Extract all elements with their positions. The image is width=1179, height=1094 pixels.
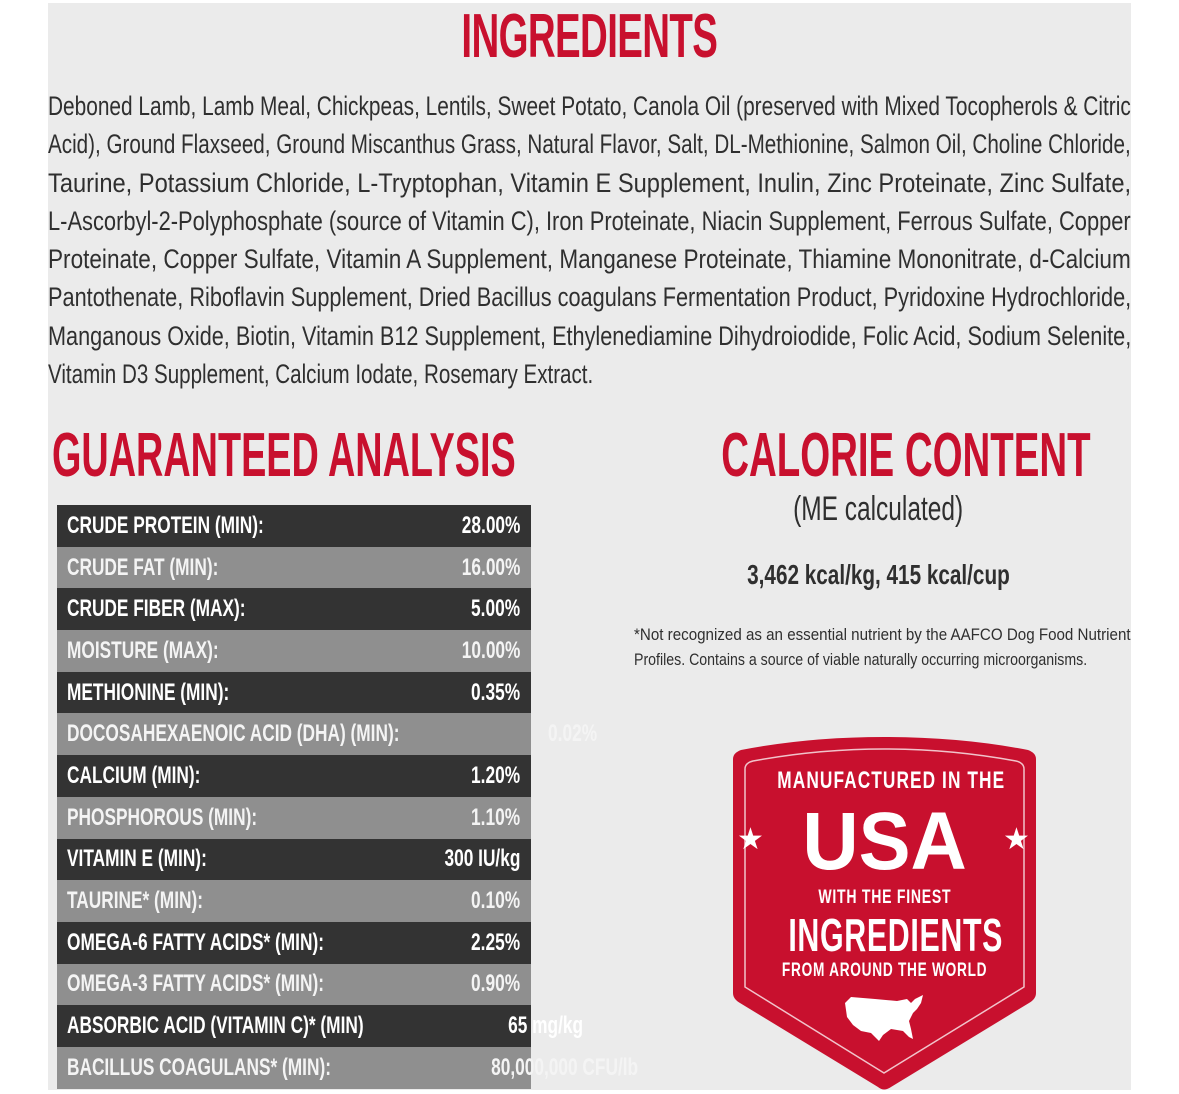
row-label: PHOSPHOROUS (MIN): xyxy=(67,803,258,831)
row-value: 16.00% xyxy=(461,553,520,581)
table-row: ABSORBIC ACID (VITAMIN C)* (MIN) 65 mg/kg xyxy=(57,1005,583,1047)
row-value: 80,000,000 CFU/lb xyxy=(490,1053,638,1081)
table-row: OMEGA-3 FATTY ACIDS* (MIN): 0.90% xyxy=(57,963,531,1006)
table-row: PHOSPHOROUS (MIN): 1.10% xyxy=(57,796,531,839)
calorie-content-title-text: CALORIE CONTENT xyxy=(721,421,1091,490)
table-row: CRUDE FIBER (MAX): 5.00% xyxy=(57,588,531,631)
row-label: ABSORBIC ACID (VITAMIN C)* (MIN) xyxy=(67,1012,364,1040)
ingredients-line-text: Deboned Lamb, Lamb Meal, Chickpeas, Lent… xyxy=(48,91,1131,121)
calorie-content-value-text: 3,462 kcal/kg, 415 kcal/cup xyxy=(746,559,1010,590)
row-value: 300 IU/kg xyxy=(444,845,520,873)
badge-line3-text: WITH THE FINEST xyxy=(818,887,951,908)
badge-line-world: FROM AROUND THE WORLD xyxy=(733,959,1036,983)
ingredients-line: Deboned Lamb, Lamb Meal, Chickpeas, Lent… xyxy=(48,87,1131,125)
badge-shield-icon xyxy=(733,737,1036,1090)
row-label: CRUDE PROTEIN (MIN): xyxy=(67,511,264,539)
badge-line4-text: INGREDIENTS xyxy=(788,909,1004,961)
row-label: BACILLUS COAGULANS* (MIN): xyxy=(67,1053,331,1081)
table-row: OMEGA-6 FATTY ACIDS* (MIN): 2.25% xyxy=(57,921,531,964)
row-value: 1.10% xyxy=(470,803,520,831)
ingredients-line: L-Ascorbyl-2-Polyphosphate (source of Vi… xyxy=(48,202,1131,240)
calorie-content-value: 3,462 kcal/kg, 415 kcal/cup xyxy=(608,557,1148,593)
table-row: MOISTURE (MAX): 10.00% xyxy=(57,630,531,672)
row-value: 1.20% xyxy=(470,761,520,789)
row-value: 10.00% xyxy=(461,636,520,664)
table-row: BACILLUS COAGULANS* (MIN): 80,000,000 CFU… xyxy=(57,1046,638,1089)
row-value: 28.00% xyxy=(461,511,520,539)
ingredients-line-text: Pantothenate, Riboflavin Supplement, Dri… xyxy=(48,282,1132,313)
table-row: DOCOSAHEXAENOIC ACID (DHA) (MIN): 0.02% xyxy=(57,713,597,756)
row-label: OMEGA-3 FATTY ACIDS* (MIN): xyxy=(67,970,324,998)
star-left-glyph: ★ xyxy=(737,822,764,857)
ingredients-line: Manganous Oxide, Biotin, Vitamin B12 Sup… xyxy=(48,317,1131,355)
badge-line5-text: FROM AROUND THE WORLD xyxy=(781,960,988,981)
row-value: 2.25% xyxy=(470,928,520,956)
calorie-content-title: CALORIE CONTENT xyxy=(608,423,1148,489)
footnote-line-text: *Not recognized as an essential nutrient… xyxy=(634,625,1131,644)
ingredients-line-text: Proteinate, Copper Sulfate, Vitamin A Su… xyxy=(48,244,1131,275)
row-value: 65 mg/kg xyxy=(508,1012,584,1040)
row-label: CRUDE FAT (MIN): xyxy=(67,553,219,581)
ingredients-line: Proteinate, Copper Sulfate, Vitamin A Su… xyxy=(48,240,1131,278)
calorie-content-subtitle-text: (ME calculated) xyxy=(792,490,964,528)
row-label: OMEGA-6 FATTY ACIDS* (MIN): xyxy=(67,928,324,956)
table-row: CRUDE FAT (MIN): 16.00% xyxy=(57,546,531,589)
row-value: 5.00% xyxy=(470,595,520,623)
ingredients-line-text: Vitamin D3 Supplement, Calcium Iodate, R… xyxy=(48,359,594,390)
ingredients-title-text: INGREDIENTS xyxy=(461,2,719,71)
row-label: VITAMIN E (MIN): xyxy=(67,845,207,873)
row-label: CALCIUM (MIN): xyxy=(67,761,201,789)
guaranteed-analysis-title: GUARANTEED ANALYSIS xyxy=(52,423,552,489)
label-panel: INGREDIENTS Deboned Lamb, Lamb Meal, Chi… xyxy=(48,3,1131,1090)
row-label: MOISTURE (MAX): xyxy=(67,636,219,664)
badge-line-manufactured: MANUFACTURED IN THE xyxy=(733,767,1036,795)
row-value: 0.02% xyxy=(547,720,597,748)
row-label: TAURINE* (MIN): xyxy=(67,887,203,915)
ingredients-line-text: Manganous Oxide, Biotin, Vitamin B12 Sup… xyxy=(48,320,1132,351)
row-value: 0.90% xyxy=(470,970,520,998)
footnote-line: Profiles. Contains a source of viable na… xyxy=(634,647,1134,672)
calorie-content-subtitle: (ME calculated) xyxy=(608,489,1148,529)
badge-line-ingredients: INGREDIENTS xyxy=(733,909,1036,961)
row-label: METHIONINE (MIN): xyxy=(67,678,230,706)
star-right-glyph: ★ xyxy=(1003,822,1030,857)
ingredients-line: Taurine, Potassium Chloride, L-Tryptopha… xyxy=(48,164,1131,202)
table-row: METHIONINE (MIN): 0.35% xyxy=(57,671,531,714)
guaranteed-analysis-title-text: GUARANTEED ANALYSIS xyxy=(52,421,516,490)
row-value: 0.10% xyxy=(470,887,520,915)
table-row: CALCIUM (MIN): 1.20% xyxy=(57,755,531,797)
star-icon: ★ xyxy=(737,825,764,855)
table-row: TAURINE* (MIN): 0.10% xyxy=(57,880,531,922)
ingredients-line: Vitamin D3 Supplement, Calcium Iodate, R… xyxy=(48,355,1131,393)
usa-map-icon xyxy=(845,995,923,1041)
guaranteed-analysis-table: CRUDE PROTEIN (MIN): 28.00% CRUDE FAT (MI… xyxy=(57,505,638,1089)
made-in-usa-badge: MANUFACTURED IN THE ★ USA ★ WITH THE FIN… xyxy=(733,737,1036,1093)
footnote-line-text: Profiles. Contains a source of viable na… xyxy=(634,650,1088,669)
ingredients-line-text: Taurine, Potassium Chloride, L-Tryptopha… xyxy=(48,167,1132,198)
ingredients-line: Acid), Ground Flaxseed, Ground Miscanthu… xyxy=(48,125,1131,163)
ingredients-list: Deboned Lamb, Lamb Meal, Chickpeas, Lent… xyxy=(48,87,1131,393)
table-row: CRUDE PROTEIN (MIN): 28.00% xyxy=(57,505,531,547)
row-value: 0.35% xyxy=(470,678,520,706)
ingredients-line-text: Acid), Ground Flaxseed, Ground Miscanthu… xyxy=(48,129,1131,160)
row-label: CRUDE FIBER (MAX): xyxy=(67,595,246,623)
footnote-line: *Not recognized as an essential nutrient… xyxy=(634,622,1134,647)
ingredients-line-text: L-Ascorbyl-2-Polyphosphate (source of Vi… xyxy=(48,205,1131,236)
badge-line-usa: USA xyxy=(733,797,1036,887)
ingredients-line: Pantothenate, Riboflavin Supplement, Dri… xyxy=(48,278,1131,316)
badge-line2-text: USA xyxy=(802,796,967,887)
table-row: VITAMIN E (MIN): 300 IU/kg xyxy=(57,838,531,881)
footnote: *Not recognized as an essential nutrient… xyxy=(634,622,1134,672)
badge-line1-text: MANUFACTURED IN THE xyxy=(777,767,1006,794)
row-label: DOCOSAHEXAENOIC ACID (DHA) (MIN): xyxy=(67,720,400,748)
star-icon: ★ xyxy=(1003,825,1030,855)
badge-line-finest: WITH THE FINEST xyxy=(733,887,1036,909)
ingredients-title: INGREDIENTS xyxy=(48,6,1131,68)
